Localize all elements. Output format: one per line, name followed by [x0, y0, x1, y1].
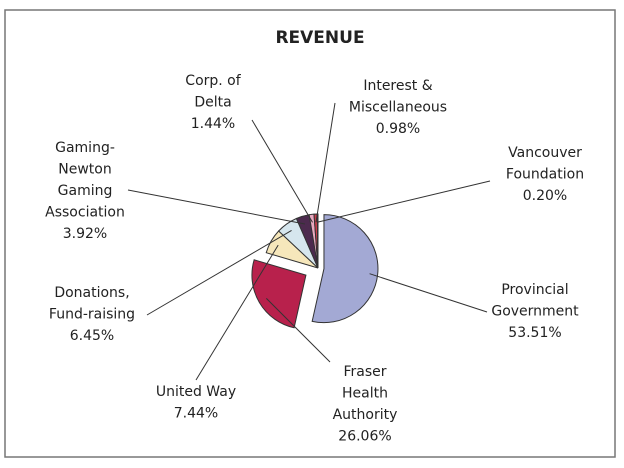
slice-label: Health — [342, 386, 388, 402]
slice-label: Fraser — [343, 364, 386, 380]
slice-label: Vancouver — [508, 145, 582, 161]
chart-title: REVENUE — [275, 28, 364, 48]
slice-value-label: 0.20% — [523, 188, 567, 204]
leader-line — [266, 298, 331, 363]
slice-value-label: 53.51% — [508, 325, 561, 341]
slice-label: Interest & — [363, 78, 432, 94]
leader-line — [317, 180, 491, 223]
slice-label: Gaming- — [55, 140, 115, 156]
slice-label: United Way — [156, 384, 236, 400]
slice-label: Donations, — [54, 285, 129, 301]
slice-value-label: 1.44% — [191, 116, 235, 132]
slice-label: Gaming — [58, 183, 113, 199]
slice-value-label: 6.45% — [70, 328, 114, 344]
slice-label: Newton — [58, 162, 111, 178]
slice-label: Association — [45, 205, 125, 221]
leader-line — [127, 189, 306, 225]
leader-line — [195, 244, 279, 381]
leader-line — [251, 119, 313, 223]
slice-value-label: 26.06% — [338, 429, 391, 445]
pie-slice — [316, 213, 319, 269]
slice-label: Miscellaneous — [349, 100, 447, 116]
slice-value-label: 0.98% — [376, 121, 420, 137]
slice-label: Corp. of — [185, 73, 241, 89]
leader-line — [369, 273, 488, 313]
pie-slice — [251, 259, 307, 329]
slice-label: Authority — [333, 407, 398, 423]
leader-line — [146, 230, 292, 316]
slice-label: Foundation — [506, 167, 584, 183]
slice-label: Government — [491, 304, 579, 320]
slice-label: Provincial — [501, 282, 568, 298]
slice-value-label: 3.92% — [63, 226, 107, 242]
slice-value-label: 7.44% — [174, 406, 218, 422]
slice-label: Delta — [194, 95, 231, 111]
slice-label: Fund-raising — [49, 307, 135, 323]
leader-line — [315, 102, 336, 223]
pie-slice — [311, 214, 379, 324]
